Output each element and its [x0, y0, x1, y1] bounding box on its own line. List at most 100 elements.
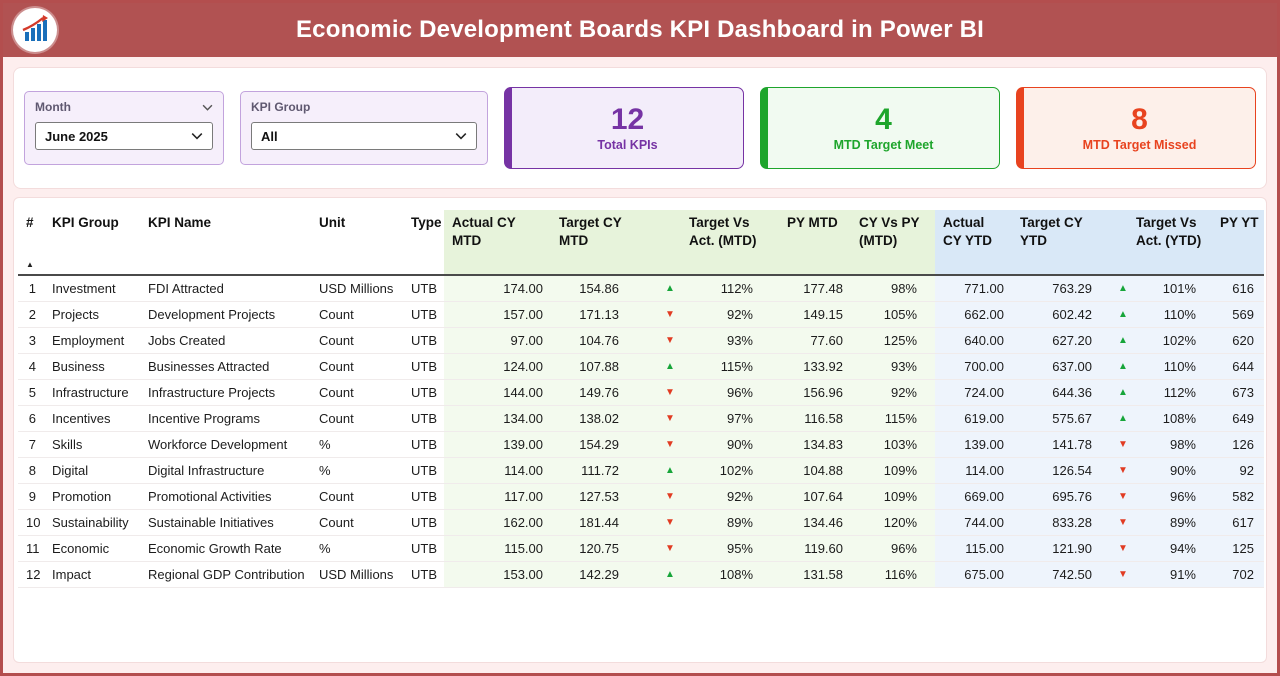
table-row[interactable]: 10 Sustainability Sustainable Initiatives C…: [18, 509, 1264, 536]
arrow-down-icon: ▼: [1118, 464, 1128, 476]
variance-value: 92%: [726, 489, 753, 504]
table-cell-unit: Count: [311, 405, 403, 432]
table-cell-type: UTB: [403, 457, 444, 484]
table-cell-tva_ytd: ▼ 89%: [1104, 509, 1212, 536]
table-cell-actual_mtd: 157.00: [444, 301, 551, 328]
table-cell-py_ytd: 673: [1212, 379, 1264, 406]
chevron-down-icon[interactable]: [202, 104, 213, 111]
table-cell-actual_mtd: 115.00: [444, 535, 551, 562]
table-cell-target_ytd: 602.42: [1012, 301, 1104, 328]
column-header-actual_ytd[interactable]: Actual CY YTD: [935, 210, 1012, 276]
table-cell-type: UTB: [403, 561, 444, 588]
table-cell-unit: Count: [311, 509, 403, 536]
column-header-py_ytd[interactable]: PY YT: [1212, 210, 1264, 276]
table-cell-cy_vs_py_mtd: 109%: [851, 457, 935, 484]
table-row[interactable]: 5 Infrastructure Infrastructure Projects Co…: [18, 379, 1264, 406]
variance-value: 108%: [1162, 411, 1196, 426]
variance-value: 92%: [726, 307, 753, 322]
variance-value: 96%: [726, 385, 753, 400]
column-header-name[interactable]: KPI Name: [140, 210, 311, 276]
arrow-up-icon: ▲: [1118, 386, 1128, 398]
table-cell-py_ytd: 617: [1212, 509, 1264, 536]
arrow-down-icon: ▼: [665, 490, 675, 502]
table-cell-actual_mtd: 124.00: [444, 353, 551, 380]
table-cell-target_ytd: 627.20: [1012, 327, 1104, 354]
column-header-group[interactable]: KPI Group: [44, 210, 140, 276]
kpi-group-slicer-header: KPI Group: [251, 100, 477, 114]
mtd-target-missed-card: 8 MTD Target Missed: [1016, 87, 1256, 169]
table-cell-target_ytd: 141.78: [1012, 431, 1104, 458]
mtd-target-missed-value: 8: [1131, 102, 1148, 136]
arrow-up-icon: ▲: [665, 360, 675, 372]
table-cell-py_ytd: 126: [1212, 431, 1264, 458]
table-cell-cy_vs_py_mtd: 93%: [851, 353, 935, 380]
column-header-cy_vs_py_mtd[interactable]: CY Vs PY (MTD): [851, 210, 935, 276]
table-cell-tva_mtd: ▼ 97%: [651, 405, 779, 432]
table-row[interactable]: 7 Skills Workforce Development% UTB 139.00 15…: [18, 431, 1264, 458]
table-row[interactable]: 11 Economic Economic Growth Rate% UTB 115.00…: [18, 535, 1264, 562]
variance-value: 96%: [1169, 489, 1196, 504]
column-header-num[interactable]: # ▲: [18, 210, 44, 276]
table-row[interactable]: 6 Incentives Incentive Programs Count UTB 134…: [18, 405, 1264, 432]
column-header-tva_ytd[interactable]: Target Vs Act. (YTD): [1104, 210, 1212, 276]
table-cell-name: Workforce Development: [140, 431, 311, 458]
column-header-py_mtd[interactable]: PY MTD: [779, 210, 851, 276]
table-cell-actual_ytd: 139.00: [935, 431, 1012, 458]
table-cell-num: 9: [18, 483, 44, 510]
column-header-unit[interactable]: Unit: [311, 210, 403, 276]
table-row[interactable]: 3 Employment Jobs Created Count UTB 97.00 104.…: [18, 327, 1264, 354]
arrow-up-icon: ▲: [1118, 282, 1128, 294]
column-header-target_ytd[interactable]: Target CY YTD: [1012, 210, 1104, 276]
table-cell-unit: Count: [311, 483, 403, 510]
arrow-down-icon: ▼: [665, 334, 675, 346]
page-title: Economic Development Boards KPI Dashboar…: [295, 16, 985, 43]
variance-value: 112%: [1163, 385, 1196, 400]
kpi-group-dropdown[interactable]: All: [251, 122, 477, 150]
table-cell-num: 10: [18, 509, 44, 536]
variance-value: 108%: [719, 567, 753, 582]
table-cell-py_ytd: 620: [1212, 327, 1264, 354]
table-cell-name: FDI Attracted: [140, 275, 311, 302]
table-cell-target_mtd: 181.44: [551, 509, 651, 536]
table-cell-tva_mtd: ▲ 112%: [651, 275, 779, 302]
table-cell-py_mtd: 119.60: [779, 535, 851, 562]
table-cell-actual_ytd: 724.00: [935, 379, 1012, 406]
table-cell-actual_mtd: 162.00: [444, 509, 551, 536]
variance-value: 110%: [1163, 307, 1196, 322]
table-cell-py_mtd: 77.60: [779, 327, 851, 354]
table-cell-group: Promotion: [44, 483, 140, 510]
table-cell-tva_ytd: ▲ 102%: [1104, 327, 1212, 354]
kpi-group-slicer: KPI Group All: [240, 91, 488, 165]
month-dropdown[interactable]: June 2025: [35, 122, 213, 150]
table-cell-py_ytd: 649: [1212, 405, 1264, 432]
table-cell-tva_ytd: ▼ 91%: [1104, 561, 1212, 588]
table-cell-name: Jobs Created: [140, 327, 311, 354]
table-cell-py_mtd: 134.83: [779, 431, 851, 458]
column-header-actual_mtd[interactable]: Actual CY MTD: [444, 210, 551, 276]
table-row[interactable]: 2 Projects Development Projects Count UTB 157…: [18, 301, 1264, 328]
table-cell-cy_vs_py_mtd: 125%: [851, 327, 935, 354]
table-row[interactable]: 9 Promotion Promotional Activities Count UTB…: [18, 483, 1264, 510]
kpi-table-panel: # ▲ KPI Group KPI Name Unit Type Actual CY MTD…: [13, 197, 1267, 663]
table-row[interactable]: 4 Business Businesses Attracted Count UTB 124…: [18, 353, 1264, 380]
table-cell-tva_mtd: ▼ 95%: [651, 535, 779, 562]
table-row[interactable]: 8 Digital Digital Infrastructure% UTB 114.00…: [18, 457, 1264, 484]
table-cell-tva_mtd: ▼ 92%: [651, 483, 779, 510]
table-cell-num: 7: [18, 431, 44, 458]
table-cell-target_ytd: 575.67: [1012, 405, 1104, 432]
column-header-tva_mtd[interactable]: Target Vs Act. (MTD): [651, 210, 779, 276]
table-cell-num: 1: [18, 275, 44, 302]
table-cell-type: UTB: [403, 301, 444, 328]
column-header-target_mtd[interactable]: Target CY MTD: [551, 210, 651, 276]
table-cell-cy_vs_py_mtd: 105%: [851, 301, 935, 328]
arrow-up-icon: ▲: [1118, 334, 1128, 346]
table-cell-type: UTB: [403, 431, 444, 458]
table-cell-py_ytd: 92: [1212, 457, 1264, 484]
table-cell-tva_ytd: ▲ 110%: [1104, 353, 1212, 380]
table-row[interactable]: 1 Investment FDI Attracted USD Millions UTB 1…: [18, 275, 1264, 302]
table-row[interactable]: 12 Impact Regional GDP Contribution USD Mil…: [18, 561, 1264, 588]
table-cell-name: Infrastructure Projects: [140, 379, 311, 406]
table-cell-actual_ytd: 114.00: [935, 457, 1012, 484]
column-header-type[interactable]: Type: [403, 210, 444, 276]
table-cell-py_mtd: 133.92: [779, 353, 851, 380]
